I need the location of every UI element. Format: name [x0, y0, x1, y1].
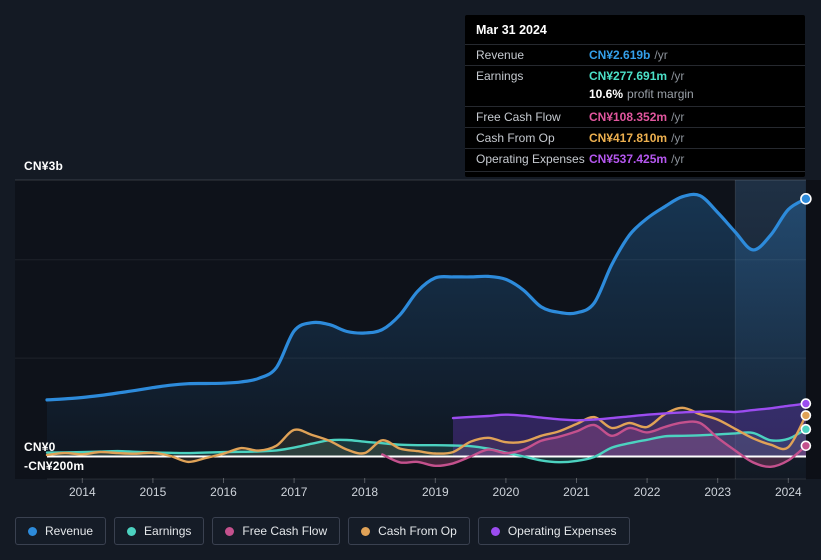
tooltip-row-cash-from-op: Cash From Op CN¥417.810m/yr — [465, 127, 805, 148]
legend-item-free-cash-flow[interactable]: Free Cash Flow — [212, 517, 341, 545]
tooltip-row-revenue: Revenue CN¥2.619b/yr — [465, 44, 805, 65]
legend-item-earnings[interactable]: Earnings — [114, 517, 205, 545]
legend-item-operating-expenses[interactable]: Operating Expenses — [477, 517, 630, 545]
x-axis-year-label: 2021 — [563, 485, 590, 499]
area-cash-from-op — [47, 407, 806, 462]
tooltip-row-label: Earnings — [476, 69, 524, 83]
tooltip-row-earnings: Earnings CN¥277.691m/yr — [465, 65, 805, 86]
legend-dot-icon — [127, 526, 137, 536]
end-dot-free-cash-flow — [800, 440, 812, 452]
x-axis-year-label: 2015 — [140, 485, 167, 499]
x-axis-year-label: 2019 — [422, 485, 449, 499]
tooltip-row-label: Cash From Op — [476, 131, 555, 145]
end-dot-operating-expenses — [800, 398, 812, 409]
legend-dot-icon — [490, 526, 500, 536]
x-axis-year-label: 2016 — [210, 485, 237, 499]
area-operating-expenses — [453, 403, 806, 457]
y-axis-label-zero: CN¥0 — [24, 440, 56, 454]
tooltip-row-label: Operating Expenses — [476, 152, 585, 166]
tooltip-row-value: CN¥417.810m — [589, 131, 668, 145]
tooltip-row-unit: /yr — [654, 48, 668, 62]
x-axis-year-label: 2017 — [281, 485, 308, 499]
end-dot-cash-from-op — [800, 410, 812, 421]
tooltip-row-label: Free Cash Flow — [476, 110, 561, 124]
line-revenue — [45, 192, 808, 402]
profit-margin-text: profit margin — [627, 87, 694, 101]
legend-dot-icon — [225, 526, 235, 536]
x-axis-year-label: 2023 — [704, 485, 731, 499]
legend-dot-icon — [361, 526, 371, 536]
end-dot-revenue — [800, 193, 812, 205]
line-free-cash-flow — [381, 420, 808, 469]
tooltip-row-label: Revenue — [476, 48, 525, 62]
x-axis-year-label: 2014 — [69, 485, 96, 499]
tooltip-date: Mar 31 2024 — [476, 23, 547, 37]
legend-item-cash-from-op[interactable]: Cash From Op — [348, 517, 470, 545]
tooltip-row-operating-expenses: Operating Expenses CN¥537.425m/yr — [465, 148, 805, 169]
tooltip-row-value: CN¥108.352m — [589, 110, 668, 124]
tooltip-row-unit: /yr — [671, 131, 685, 145]
tooltip-row-unit: /yr — [671, 69, 685, 83]
tooltip-bottom-divider — [465, 171, 805, 175]
x-axis-year-label: 2018 — [351, 485, 378, 499]
line-operating-expenses — [451, 402, 808, 422]
profit-margin-value: 10.6% — [589, 87, 624, 101]
legend-item-revenue[interactable]: Revenue — [15, 517, 107, 545]
legend-item-label: Earnings — [144, 524, 192, 538]
legend-item-label: Revenue — [45, 524, 94, 538]
legend-item-label: Free Cash Flow — [242, 524, 328, 538]
x-axis-year-label: 2022 — [634, 485, 661, 499]
y-axis-label-neg200m: -CN¥200m — [24, 459, 85, 473]
tooltip-row-unit: /yr — [671, 152, 685, 166]
tooltip-row-value: CN¥277.691m — [589, 69, 668, 83]
tooltip-row-free-cash-flow: Free Cash Flow CN¥108.352m/yr — [465, 106, 805, 127]
tooltip-profit-margin: 10.6% profit margin — [465, 86, 805, 106]
line-cash-from-op — [45, 406, 808, 464]
right-margin-shade — [806, 180, 821, 479]
line-earnings — [45, 428, 808, 464]
y-axis-label-3b: CN¥3b — [24, 159, 64, 173]
x-axis-year-label: 2020 — [493, 485, 520, 499]
tooltip-row-value: CN¥2.619b — [589, 48, 651, 62]
tooltip-row-unit: /yr — [671, 110, 685, 124]
legend-item-label: Operating Expenses — [507, 524, 617, 538]
chart-legend: Revenue Earnings Free Cash Flow Cash From O… — [15, 517, 630, 545]
end-dot-earnings — [800, 423, 812, 435]
x-axis-year-label: 2024 — [775, 485, 802, 499]
chart-tooltip: Mar 31 2024 Revenue CN¥2.619b/yr Earnings C… — [465, 15, 805, 177]
area-revenue — [47, 194, 806, 457]
legend-item-label: Cash From Op — [378, 524, 457, 538]
tooltip-row-value: CN¥537.425m — [589, 152, 668, 166]
legend-dot-icon — [28, 526, 37, 536]
